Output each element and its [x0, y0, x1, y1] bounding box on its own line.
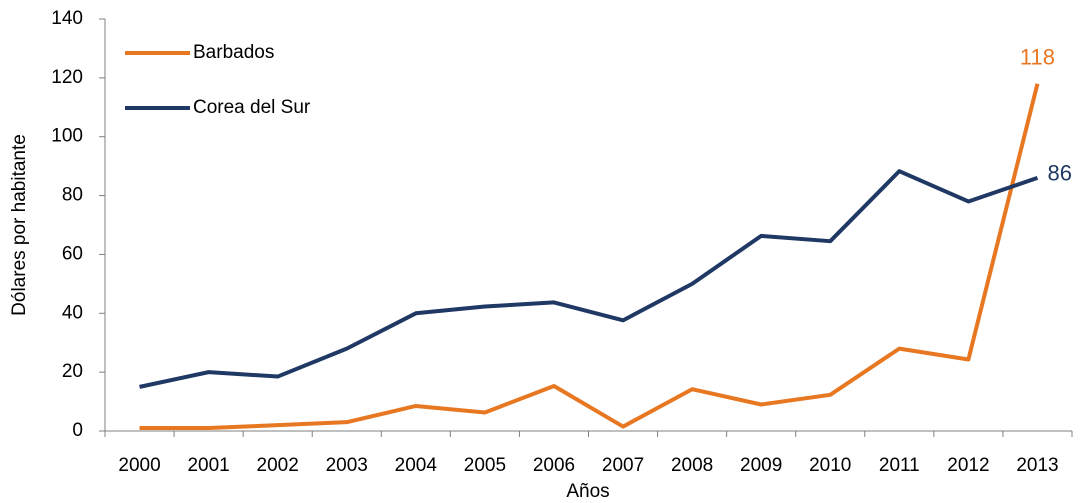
x-tick-label: 2005	[464, 455, 506, 476]
y-tick-label: 40	[62, 302, 83, 323]
x-tick-label: 2013	[1016, 455, 1058, 476]
series-line	[139, 83, 1040, 431]
x-tick-label: 2002	[257, 455, 299, 476]
x-tick-label: 2009	[740, 455, 782, 476]
y-tick-label: 80	[62, 185, 83, 206]
y-tick-label: 100	[51, 126, 83, 147]
x-tick-label: 2010	[809, 455, 851, 476]
y-tick-label: 120	[51, 67, 83, 88]
x-tick-label: 2003	[326, 455, 368, 476]
x-tick-label: 2000	[118, 455, 160, 476]
x-axis-label: Años	[566, 481, 609, 502]
y-axis-label: Dólares por habitante	[9, 134, 30, 316]
x-tick-label: 2008	[671, 455, 713, 476]
legend-label: Corea del Sur	[193, 97, 311, 118]
x-tick-label: 2011	[879, 455, 920, 476]
y-tick-label: 0	[72, 420, 83, 441]
data-label: 86	[1047, 161, 1071, 186]
x-tick-label: 2006	[533, 455, 575, 476]
y-tick-label: 60	[62, 243, 83, 264]
y-tick-label: 140	[51, 8, 83, 29]
y-tick-label: 20	[62, 361, 83, 382]
legend-label: Barbados	[193, 42, 274, 63]
series-line	[139, 169, 1039, 389]
x-tick-label: 2007	[602, 455, 644, 476]
x-tick-label: 2004	[395, 455, 438, 476]
data-label: 118	[1020, 45, 1055, 70]
x-tick-label: 2001	[187, 455, 229, 476]
x-tick-label: 2012	[947, 455, 989, 476]
